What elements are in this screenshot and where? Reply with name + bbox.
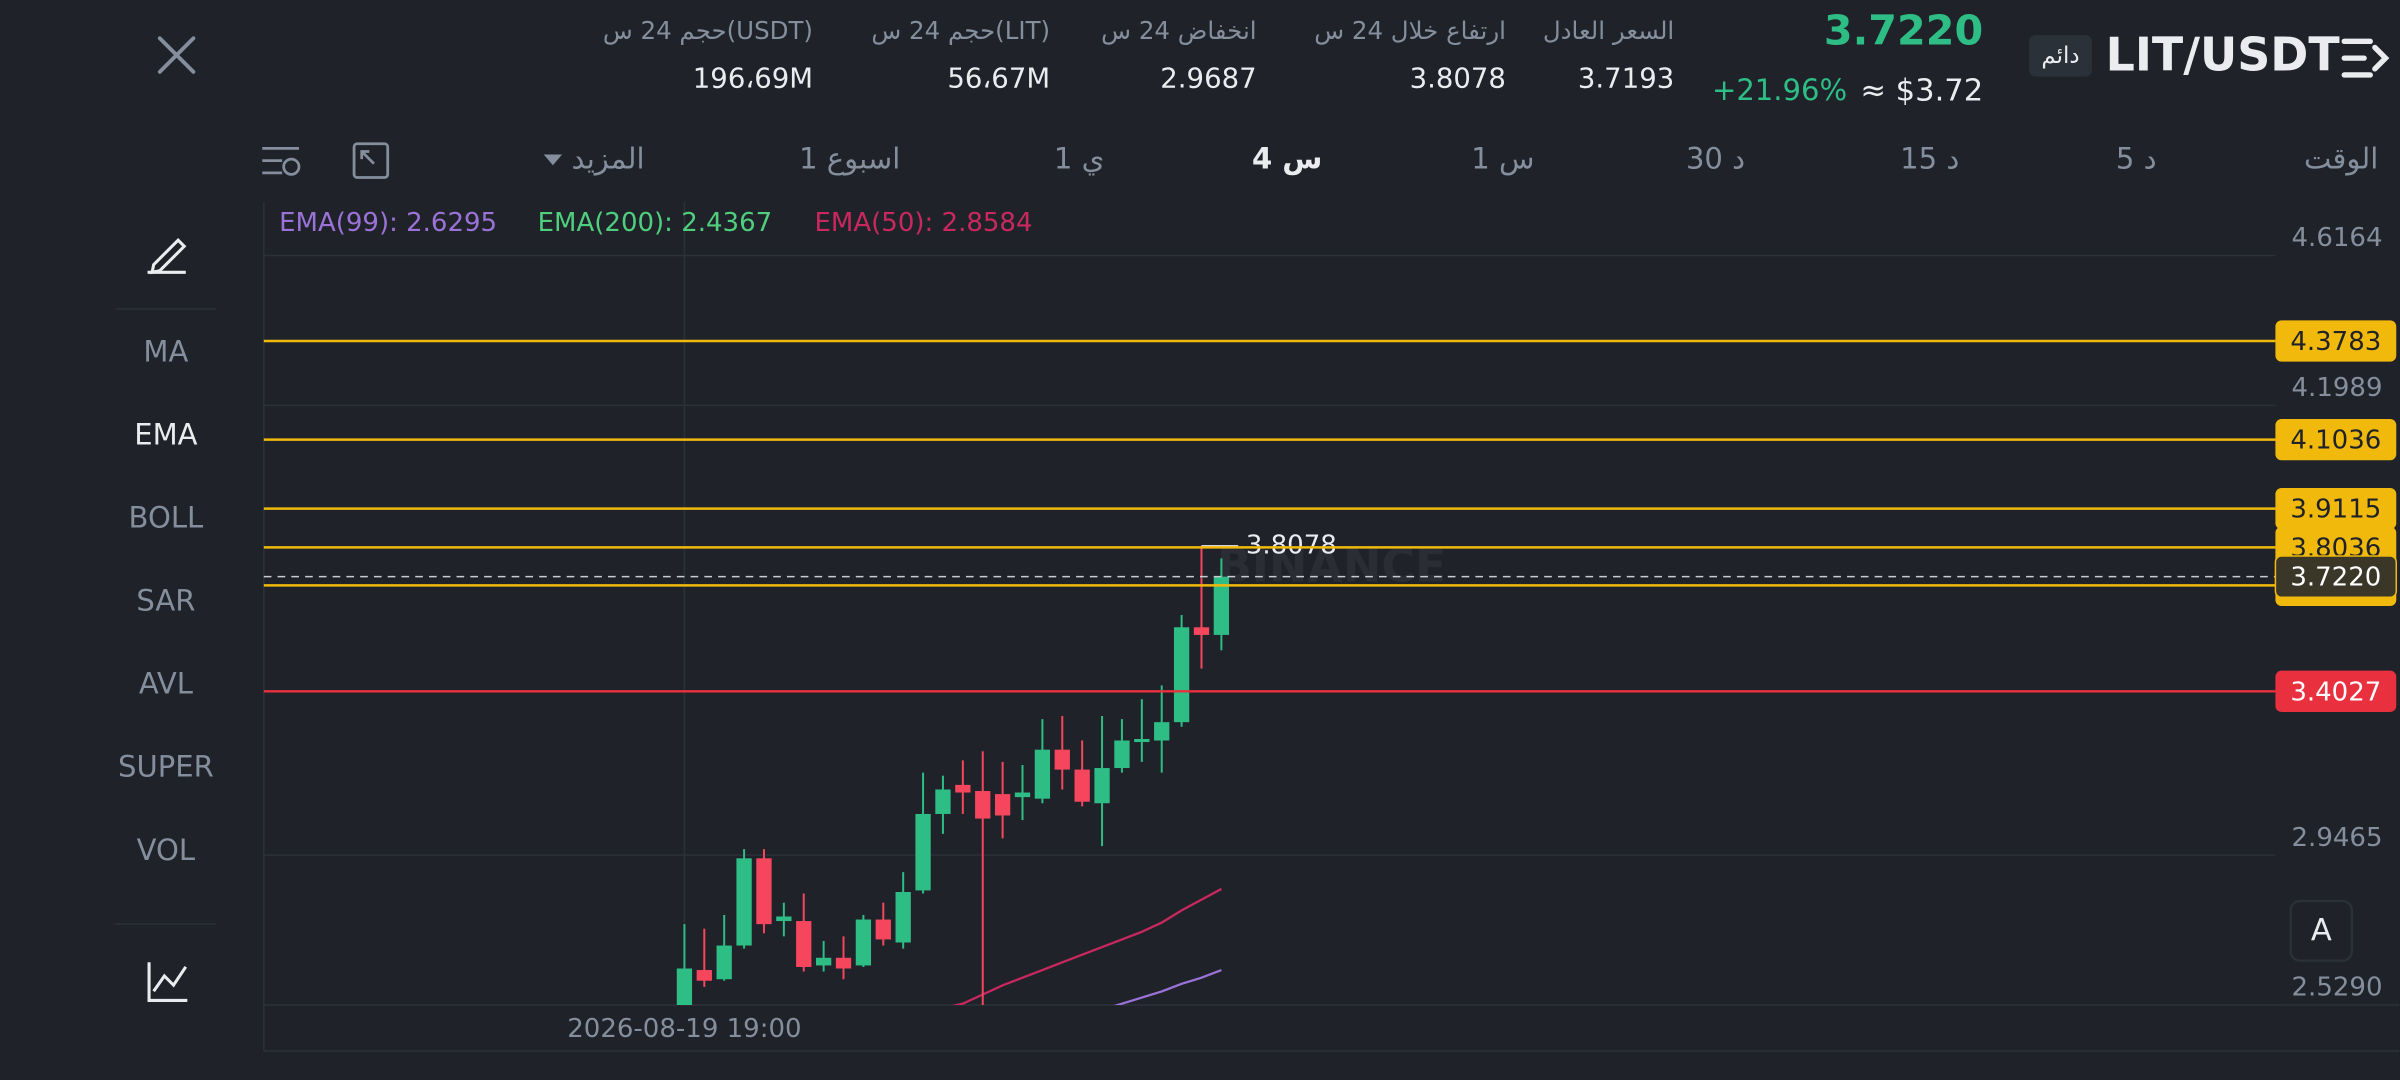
price-line-tag [2275, 487, 2397, 530]
indicator-tab[interactable]: AVL [139, 667, 194, 701]
draw-icon[interactable] [147, 238, 187, 275]
more-arrow [543, 154, 563, 166]
candle-body [1134, 738, 1150, 743]
change: +21.96% [1712, 73, 1847, 107]
last-price: 3.7220 [1824, 7, 1983, 55]
auto-scale-button[interactable]: A [2289, 899, 2354, 962]
candle-body [1114, 740, 1130, 769]
candle-body [736, 858, 752, 946]
price-line-label: 3.9115 [2290, 495, 2381, 525]
stat-label: حجم 24 س(USDT) [603, 16, 813, 45]
candle-body [994, 794, 1011, 816]
candle-body [935, 789, 951, 814]
stat-value: 2.9687 [1160, 63, 1256, 95]
price-line-label: 4.1036 [2290, 426, 2381, 456]
candle-body [1193, 627, 1210, 635]
x-tick-label: 2026-08-19 19:00 [567, 1014, 801, 1044]
candle-body [1034, 749, 1051, 799]
price-line-tag [2274, 555, 2398, 599]
price-line-label: 3.4027 [2290, 677, 2381, 707]
candle-body [1173, 627, 1190, 723]
timeframe-tab[interactable]: 1 اسبوع [799, 142, 900, 176]
timeframe-tab[interactable]: 4 س [1252, 142, 1322, 176]
svg-text:A: A [2311, 913, 2332, 948]
ema-line [1113, 968, 1222, 1006]
indicator-icon[interactable] [147, 962, 188, 1002]
price-line-tag [2275, 418, 2397, 461]
legend-entry: EMA(200): 2.4367 [538, 208, 773, 238]
settings-icon[interactable] [262, 147, 301, 176]
usd-price: ≈ $3.72 [1860, 73, 1983, 108]
menu-icon[interactable] [2341, 38, 2390, 78]
symbol: LIT/USDT [2106, 28, 2341, 82]
candle-body [796, 921, 812, 967]
candle-body [756, 858, 772, 925]
timeframe-tab[interactable]: 30 د [1686, 142, 1745, 176]
layout-icon[interactable] [352, 142, 390, 179]
stat-value: 56،67M [947, 63, 1050, 95]
indicator-tab[interactable]: BOLL [129, 501, 204, 535]
candle-body [676, 968, 693, 1006]
indicator-tab[interactable]: MA [143, 334, 188, 368]
y-tick-label: 4.1989 [2292, 373, 2383, 403]
timeframe-tab[interactable]: 15 د [1900, 142, 1959, 176]
stat-label: السعر العادل [1543, 16, 1674, 45]
price-line-tag [2275, 670, 2397, 712]
legend-entry: EMA(50): 2.8584 [815, 208, 1033, 238]
stat-label: حجم 24 س(LIT) [871, 16, 1050, 45]
price-line-label: 3.7220 [2290, 563, 2381, 593]
indicator-tab[interactable]: EMA [134, 417, 197, 451]
stat-value: 3.8078 [1410, 63, 1506, 95]
timeframe-tab[interactable]: 1 ي [1054, 142, 1104, 176]
timeframe-tab[interactable]: المزيد [571, 142, 644, 176]
candle-body [1074, 769, 1090, 802]
badge-bg [2029, 35, 2092, 77]
candle-body [955, 784, 971, 793]
candle-body [875, 919, 891, 940]
price-line-tag [2275, 320, 2397, 362]
legend-entry: EMA(99): 2.6295 [279, 208, 497, 238]
stat-value: 3.7193 [1578, 63, 1674, 95]
indicator-tab[interactable]: SUPER [118, 750, 214, 784]
candle-body [915, 813, 931, 891]
timeframe-tab[interactable]: الوقت [2304, 142, 2378, 176]
candle-body [975, 791, 991, 819]
candle-body [835, 957, 852, 969]
candle-body [1154, 722, 1170, 741]
timeframe-tab[interactable]: 5 د [2116, 142, 2157, 176]
stat-label: ارتفاع خلال 24 س [1314, 16, 1506, 45]
y-tick-label: 2.5290 [2292, 973, 2383, 1003]
price-line-label: 4.3783 [2290, 327, 2381, 357]
candle-body [1054, 749, 1070, 770]
candle-body [855, 919, 872, 966]
candle-body [895, 891, 911, 943]
candle-body [696, 970, 712, 981]
stat-label: انخفاض 24 س [1101, 16, 1256, 45]
candle-body [716, 945, 732, 980]
candle-body [815, 957, 832, 966]
candle-body [1213, 576, 1230, 635]
y-tick-label: 2.9465 [2292, 823, 2383, 853]
close-button[interactable] [157, 36, 196, 74]
ema-line [951, 887, 1222, 1006]
badge: دائم [2041, 43, 2079, 69]
indicator-tab[interactable]: SAR [136, 584, 195, 618]
timeframe-tab[interactable]: 1 س [1471, 142, 1534, 176]
candle-body [776, 916, 792, 922]
stat-value: 196،69M [693, 63, 813, 95]
high-label: 3.8078 [1246, 530, 1337, 560]
y-tick-label: 4.6164 [2292, 223, 2383, 253]
candle-body [1014, 792, 1031, 798]
indicator-tab[interactable]: VOL [137, 833, 196, 867]
candle-body [1094, 768, 1110, 804]
